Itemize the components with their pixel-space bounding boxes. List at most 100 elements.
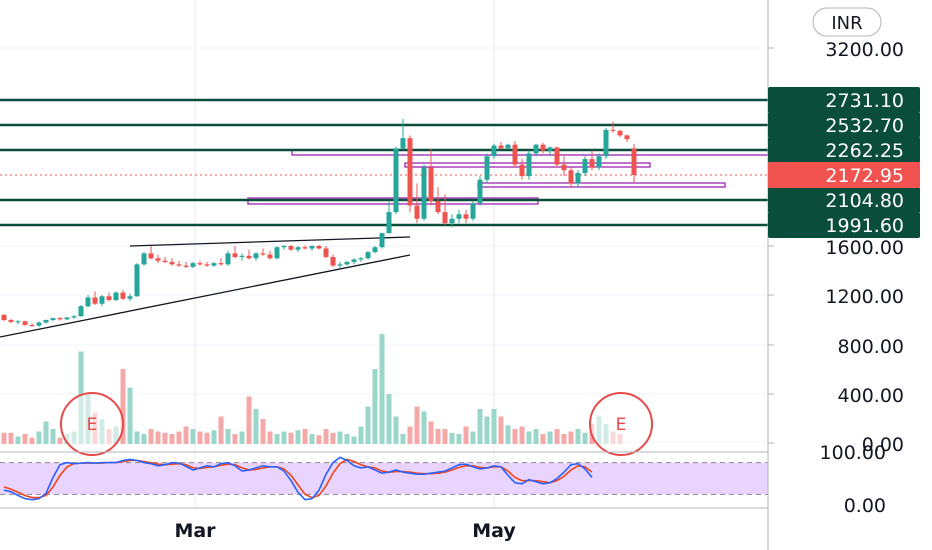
candle-body: [631, 148, 637, 175]
candlestick-series: [1, 119, 637, 327]
trendlines: [0, 236, 411, 338]
candle-body: [211, 263, 217, 266]
volume-bar: [148, 429, 154, 444]
candle-body: [526, 153, 532, 177]
candle-body: [253, 253, 259, 259]
candle-body: [484, 156, 490, 180]
volume-bar: [141, 434, 147, 444]
price-level-tag: [768, 112, 920, 138]
candle-body: [589, 159, 595, 168]
volume-bar: [253, 409, 259, 444]
candle-body: [414, 205, 420, 219]
volume-bar: [540, 434, 546, 444]
candle-body: [302, 247, 308, 249]
candle-body: [463, 214, 469, 219]
volume-bar: [407, 426, 413, 444]
candle-body: [428, 167, 434, 202]
candle-body: [561, 164, 567, 171]
candle-body: [603, 129, 609, 157]
volume-bar: [169, 434, 175, 444]
candle-body: [1, 315, 7, 320]
candle-body: [358, 258, 364, 260]
volume-bar: [561, 434, 567, 444]
candle-body: [617, 130, 623, 136]
candle-body: [246, 255, 252, 259]
volume-bar: [400, 434, 406, 444]
candle-body: [519, 164, 525, 177]
zone-box: [477, 182, 726, 188]
candle-body: [386, 212, 392, 234]
candle-body: [190, 263, 196, 267]
volume-bar: [358, 426, 364, 444]
candle-body: [505, 144, 511, 149]
last-price-tag: [768, 162, 920, 188]
price-tick-label: 400.00: [838, 385, 904, 407]
oscillator-k-line: [3, 456, 593, 501]
volume-bar: [274, 434, 280, 444]
candle-body: [337, 264, 343, 266]
candle-body: [267, 254, 273, 259]
price-level-lines: [0, 98, 768, 227]
candle-body: [421, 167, 427, 219]
volume-bar: [309, 434, 315, 444]
candle-body: [470, 203, 476, 219]
volume-bar: [442, 429, 448, 444]
price-level-tag-label: 2104.80: [825, 190, 904, 212]
candle-body: [568, 170, 574, 184]
candle-body: [64, 317, 70, 320]
candle-body: [582, 159, 588, 174]
volume-bar: [267, 431, 273, 444]
volume-bar: [239, 431, 245, 444]
volume-bar: [365, 406, 371, 444]
candle-body: [36, 322, 42, 326]
volume-bar: [519, 426, 525, 444]
volume-bar: [435, 429, 441, 444]
candle-body: [50, 318, 56, 320]
price-axis[interactable]: INR 3200.00 1600.00 1200.00 800.00 400.00 0.00…: [767, 0, 932, 550]
volume-bar: [162, 432, 168, 444]
candle-body: [141, 253, 147, 265]
month-label: May: [472, 520, 516, 542]
volume-bar: [414, 406, 420, 444]
currency-badge: [812, 7, 882, 37]
volume-bar: [512, 429, 518, 444]
volume-bar: [232, 434, 238, 444]
volume-bar: [568, 431, 574, 444]
candle-body: [204, 264, 210, 266]
candle-body: [162, 260, 168, 262]
volume-bar: [246, 396, 252, 444]
candle-body: [540, 144, 546, 151]
volume-bar: [582, 432, 588, 444]
volume-bar: [379, 334, 385, 444]
candle-body: [491, 145, 497, 157]
candle-body: [407, 138, 413, 206]
price-axis-bg: [768, 0, 932, 550]
volume-bar: [134, 431, 140, 444]
candle-body: [596, 156, 602, 168]
volume-bar: [211, 430, 217, 444]
candle-body: [288, 246, 294, 250]
price-tick-label: 800.00: [838, 336, 904, 358]
price-tick-label: 0.00: [862, 434, 904, 456]
volume-bar: [470, 431, 476, 444]
volume-bar: [176, 431, 182, 444]
volume-bar: [393, 416, 399, 444]
time-axis[interactable]: Mar May: [174, 520, 516, 542]
oscillator-tick-label: 0.00: [844, 495, 886, 517]
volume-bar: [449, 432, 455, 444]
candle-body: [400, 138, 406, 149]
candle-body: [330, 257, 336, 266]
candle-body: [316, 246, 322, 249]
candle-body: [295, 247, 301, 250]
candle-body: [351, 259, 357, 262]
price-level-tag-label: 2731.10: [825, 90, 904, 112]
candle-body: [477, 179, 483, 204]
candle-body: [260, 253, 266, 255]
volume-bar: [15, 436, 21, 444]
volume-bar: [575, 429, 581, 444]
candle-body: [274, 247, 280, 259]
candle-body: [323, 248, 329, 258]
volume-bar: [288, 432, 294, 444]
